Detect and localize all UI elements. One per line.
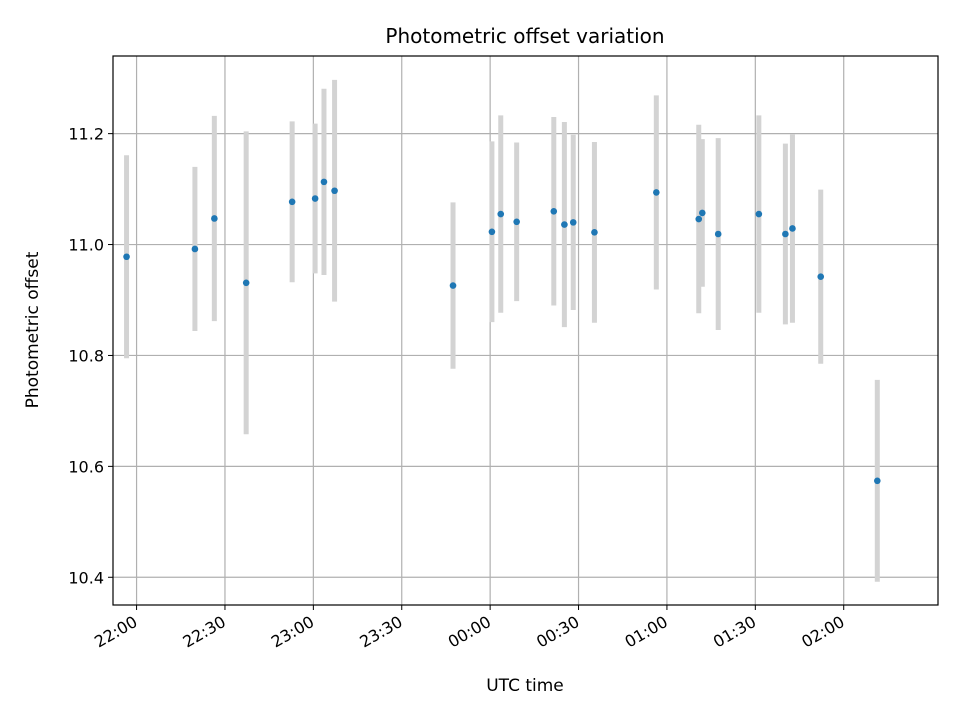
data-point (497, 210, 505, 218)
data-point (561, 221, 568, 228)
y-tick-label: 10.6 (68, 457, 104, 476)
grid-lines (113, 56, 938, 605)
y-tick-label: 10.4 (68, 568, 104, 587)
data-point (311, 195, 319, 202)
y-axis-ticks: 10.4 10.6 10.8 11.0 11.2 (68, 125, 113, 587)
y-tick-label: 10.8 (68, 346, 104, 365)
data-point (191, 245, 199, 253)
data-points (123, 178, 881, 485)
data-point (714, 230, 722, 238)
y-tick-label: 11.2 (68, 125, 104, 144)
data-point (569, 219, 577, 226)
y-axis-label: Photometric offset (23, 251, 43, 408)
data-point (242, 279, 250, 287)
data-point (123, 253, 130, 261)
data-point (211, 215, 218, 222)
data-point (591, 229, 598, 236)
data-point (695, 215, 703, 223)
data-point (488, 228, 496, 236)
data-point (874, 477, 881, 485)
data-point (817, 273, 825, 281)
data-point (789, 225, 796, 232)
data-point (288, 198, 296, 206)
data-point (320, 178, 328, 186)
x-axis-label: UTC time (486, 676, 564, 696)
data-point (755, 210, 763, 218)
plot-frame (112, 55, 939, 606)
data-point (653, 189, 660, 196)
chart-title: Photometric offset variation (385, 24, 664, 48)
data-point (698, 209, 706, 217)
data-point (550, 207, 558, 215)
data-point (331, 187, 338, 195)
data-point (513, 218, 520, 226)
y-tick-label: 11.0 (68, 236, 104, 255)
data-point (449, 282, 457, 289)
data-point (782, 230, 789, 238)
